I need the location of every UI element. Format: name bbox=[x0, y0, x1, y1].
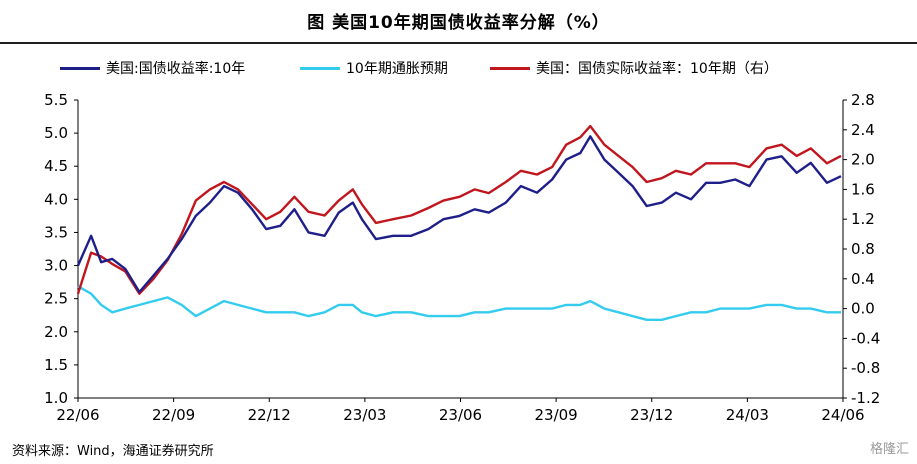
watermark-logo: 格隆汇 bbox=[869, 442, 909, 457]
left-tick-label: 4.0 bbox=[44, 190, 68, 208]
right-tick-label: -1.2 bbox=[851, 389, 880, 407]
left-tick-label: 4.5 bbox=[44, 157, 68, 175]
real-yield-line bbox=[76, 124, 842, 295]
x-tick-label: 22/12 bbox=[248, 406, 291, 424]
legend-label-inflation: 10年期通胀预期 bbox=[346, 61, 448, 77]
right-tick-label: 1.2 bbox=[851, 210, 875, 228]
right-tick-label: 2.4 bbox=[851, 121, 875, 139]
x-tick-label: 24/03 bbox=[726, 406, 769, 424]
legend-item-nominal-yield: 美国:国债收益率:10年 bbox=[60, 58, 245, 78]
left-tick-label: 5.0 bbox=[44, 124, 68, 142]
x-tick-label: 23/12 bbox=[630, 406, 673, 424]
legend: 美国:国债收益率:10年 10年期通胀预期 美国：国债实际收益率：10年期（右） bbox=[0, 58, 917, 80]
right-tick-label: 2.0 bbox=[851, 151, 875, 169]
left-tick-label: 3.5 bbox=[44, 223, 68, 241]
inflation-expectation-line bbox=[77, 285, 841, 321]
source-note: 资料来源：Wind，海通证券研究所 bbox=[12, 444, 214, 459]
x-tick-label: 24/06 bbox=[821, 406, 864, 424]
x-tick-label: 23/03 bbox=[343, 406, 386, 424]
left-tick-label: 2.5 bbox=[44, 290, 68, 308]
left-tick-label: 2.0 bbox=[44, 323, 68, 341]
right-tick-label: 0.0 bbox=[851, 300, 875, 318]
x-tick-label: 22/09 bbox=[152, 406, 195, 424]
right-tick-label: 0.8 bbox=[851, 240, 875, 258]
legend-item-real-yield: 美国：国债实际收益率：10年期（右） bbox=[490, 58, 778, 78]
title-divider bbox=[0, 42, 917, 44]
right-tick-label: 2.8 bbox=[851, 91, 875, 109]
legend-item-inflation-expectation: 10年期通胀预期 bbox=[300, 58, 448, 78]
left-tick-label: 3.0 bbox=[44, 257, 68, 275]
legend-swatch-real bbox=[490, 66, 530, 70]
right-tick-label: -0.8 bbox=[851, 359, 880, 377]
right-tick-label: 1.6 bbox=[851, 180, 875, 198]
left-tick-label: 5.5 bbox=[44, 91, 68, 109]
x-tick-label: 23/09 bbox=[535, 406, 578, 424]
right-tick-label: 0.4 bbox=[851, 270, 875, 288]
left-tick-label: 1.0 bbox=[44, 389, 68, 407]
chart-title: 图 美国10年期国债收益率分解（%） bbox=[307, 13, 610, 33]
nominal-yield-line bbox=[76, 135, 842, 294]
right-tick-label: -0.4 bbox=[851, 329, 880, 347]
x-tick-label: 22/06 bbox=[56, 406, 99, 424]
x-tick-label: 23/06 bbox=[439, 406, 482, 424]
legend-label-real: 美国：国债实际收益率：10年期（右） bbox=[536, 61, 778, 77]
legend-label-nominal: 美国:国债收益率:10年 bbox=[106, 61, 246, 77]
legend-swatch-inflation bbox=[300, 66, 340, 70]
legend-swatch-nominal bbox=[60, 66, 100, 70]
left-tick-label: 1.5 bbox=[44, 356, 68, 374]
